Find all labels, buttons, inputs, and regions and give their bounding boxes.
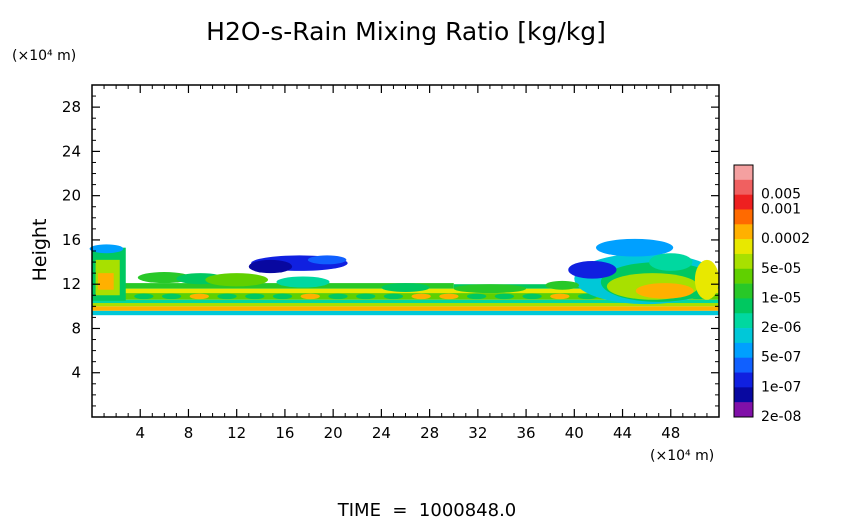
colorbar-label: 1e-07 [761, 379, 801, 395]
colorbar-swatch [734, 328, 753, 344]
colorbar-swatch [734, 165, 753, 181]
field-region [356, 293, 376, 300]
field-region [92, 306, 719, 311]
y-tick-label: 4 [71, 364, 81, 382]
field-region [92, 303, 719, 307]
x-tick-label: 28 [420, 424, 439, 442]
field-region [545, 280, 580, 290]
field-region [596, 238, 674, 257]
field-region [92, 293, 719, 300]
x-tick-label: 8 [184, 424, 194, 442]
colorbar-swatch [734, 209, 753, 225]
field-region [92, 299, 719, 304]
field-region [381, 283, 430, 292]
colorbar-swatch [734, 298, 753, 314]
x-tick-label: 20 [324, 424, 343, 442]
colorbar-swatch [734, 402, 753, 418]
field-region [245, 293, 265, 300]
field-region [89, 244, 124, 254]
colorbar-label: 0.005 [761, 187, 801, 203]
field-region [466, 293, 487, 300]
field-region [307, 255, 347, 265]
field-region [439, 293, 459, 300]
field-region [649, 253, 693, 271]
field-region [98, 273, 114, 290]
x-tick-label: 32 [468, 424, 487, 442]
y-tick-label: 12 [62, 275, 81, 293]
field-region [453, 284, 527, 294]
y-tick-label: 24 [62, 142, 81, 160]
colorbar-label: 5e-07 [761, 350, 801, 366]
colorbar-swatch [734, 387, 753, 403]
field-region [92, 283, 454, 289]
colorbar-swatch [734, 372, 753, 388]
x-tick-label: 16 [275, 424, 294, 442]
y-tick-label: 16 [62, 231, 81, 249]
field-region [300, 293, 320, 300]
y-tick-label: 20 [62, 187, 81, 205]
colorbar-label: 5e-05 [761, 261, 801, 277]
colorbar-swatch [734, 224, 753, 240]
field-region [568, 260, 617, 279]
field-region [411, 293, 431, 300]
x-tick-label: 40 [565, 424, 584, 442]
x-tick-label: 4 [135, 424, 145, 442]
colorbar-label: 0.0002 [761, 231, 810, 247]
x-tick-label: 12 [227, 424, 246, 442]
colorbar-swatch [734, 313, 753, 329]
x-tick-label: 44 [613, 424, 632, 442]
field-region [205, 273, 269, 287]
field-region [134, 293, 154, 300]
y-tick-label: 28 [62, 98, 81, 116]
field-region [161, 293, 182, 300]
colorbar-swatch [734, 283, 753, 299]
field-region [272, 293, 293, 300]
field-region [694, 259, 719, 300]
x-tick-label: 36 [517, 424, 536, 442]
y-axis-label: Height [29, 219, 51, 282]
x-tick-label: 48 [661, 424, 680, 442]
x-tick-label: 24 [372, 424, 391, 442]
field-region [522, 293, 542, 300]
x-axis-unit: (×10⁴ m) [650, 448, 714, 464]
mixing-ratio-field [89, 238, 720, 316]
chart-title: H2O-s-Rain Mixing Ratio [kg/kg] [206, 17, 606, 46]
field-region [328, 293, 348, 300]
field-region [635, 283, 694, 299]
colorbar-label: 2e-06 [761, 320, 801, 336]
colorbar-label: 2e-08 [761, 409, 801, 425]
colorbar-label: 1e-05 [761, 290, 801, 306]
field-region [217, 293, 237, 300]
colorbar-swatch [734, 179, 753, 195]
colorbar-label: 0.001 [761, 201, 801, 217]
colorbar-swatch [734, 342, 753, 359]
time-label: TIME = 1000848.0 [337, 500, 517, 519]
colorbar-frame [733, 164, 754, 418]
y-tick-label: 8 [71, 319, 81, 337]
field-region [248, 259, 293, 274]
colorbar-swatch [734, 239, 753, 255]
field-region [189, 293, 209, 300]
colorbar-swatch [734, 268, 753, 284]
field-region [550, 293, 570, 300]
colorbar-swatch [734, 194, 753, 210]
y-axis-unit: (×10⁴ m) [12, 48, 76, 64]
field-region [383, 293, 404, 300]
field-region [276, 276, 330, 288]
field-region [92, 310, 719, 316]
colorbar-swatch [734, 253, 753, 270]
colorbar-swatch [734, 357, 753, 373]
field-region [494, 293, 515, 300]
